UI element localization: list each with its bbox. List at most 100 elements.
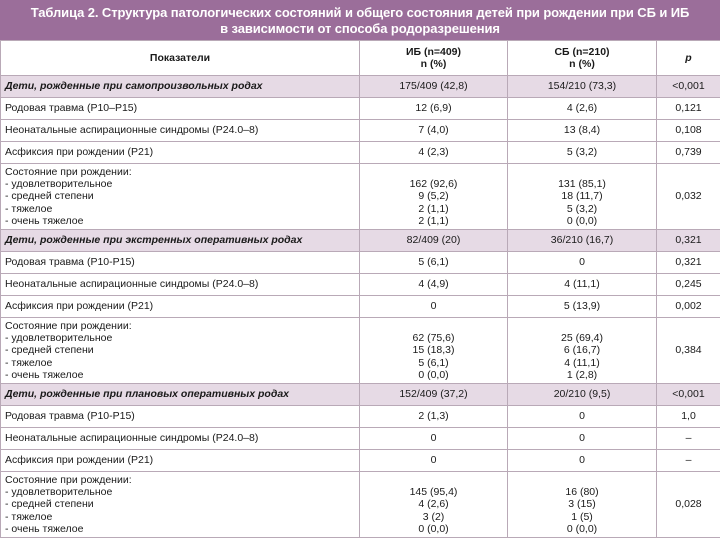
state-row: Состояние при рождении: - удовлетворитель… — [0, 471, 720, 538]
row-p-value: 0,108 — [656, 119, 720, 142]
state-value: 2 (1,1) — [418, 214, 449, 227]
table-caption: Таблица 2. Структура патологических сост… — [0, 0, 720, 40]
state-value: 1 (2,8) — [566, 368, 598, 381]
state-value: 2 (1,1) — [418, 202, 449, 215]
table-row: Родовая травма (Р10-Р15) 5 (6,1) 0 0,321 — [0, 251, 720, 275]
state-ib-values: 162 (92,6) 9 (5,2) 2 (1,1) 2 (1,1) — [359, 162, 508, 231]
row-sb-value: 0 — [507, 251, 657, 275]
state-label: Состояние при рождении: — [5, 320, 132, 333]
caption-line-2: в зависимости от способа родоразрешения — [220, 21, 500, 36]
table-row: Неонатальные аспирационные синдромы (Р24… — [0, 119, 720, 142]
section-title: Дети, рожденные при экстренных оперативн… — [0, 229, 360, 253]
table-row: Неонатальные аспирационные синдромы (Р24… — [0, 427, 720, 451]
section-sb-value: 154/210 (73,3) — [507, 75, 657, 98]
row-label: Асфиксия при рождении (Р21) — [0, 449, 360, 473]
state-label: Состояние при рождении: — [5, 166, 132, 178]
state-row: Состояние при рождении: - удовлетворитель… — [0, 162, 720, 231]
row-ib-value: 0 — [359, 295, 508, 319]
row-p-value: – — [656, 449, 720, 473]
blank-line — [512, 320, 652, 332]
section-p-value: <0,001 — [656, 75, 720, 98]
state-value: 9 (5,2) — [418, 190, 449, 203]
section-row: Дети, рожденные при плановых оперативных… — [0, 383, 720, 407]
table-body: Дети, рожденные при самопроизвольных род… — [0, 75, 720, 538]
section-row: Дети, рожденные при экстренных оперативн… — [0, 229, 720, 253]
row-label: Родовая травма (Р10-Р15) — [0, 405, 360, 429]
state-item: - очень тяжелое — [5, 368, 84, 381]
section-ib-value: 175/409 (42,8) — [359, 75, 508, 98]
state-value: 5 (3,2) — [566, 202, 598, 215]
row-p-value: 0,321 — [656, 251, 720, 275]
row-sb-value: 0 — [507, 427, 657, 451]
state-label-cell: Состояние при рождении: - удовлетворитель… — [0, 162, 360, 231]
section-title: Дети, рожденные при самопроизвольных род… — [0, 75, 360, 98]
state-value: 16 (80) — [565, 486, 599, 499]
section-sb-value: 36/210 (16,7) — [507, 229, 657, 253]
row-label: Родовая травма (Р10-Р15) — [0, 251, 360, 275]
state-p-value: 0,032 — [656, 162, 720, 231]
row-label: Неонатальные аспирационные синдромы (Р24… — [0, 119, 360, 142]
row-ib-value: 7 (4,0) — [359, 119, 508, 142]
state-value: 6 (16,7) — [563, 344, 601, 357]
state-row: Состояние при рождении: - удовлетворитель… — [0, 317, 720, 385]
blank-line — [364, 166, 503, 178]
row-p-value: 0,739 — [656, 141, 720, 164]
row-sb-value: 13 (8,4) — [507, 119, 657, 142]
state-p-value: 0,028 — [656, 471, 720, 538]
state-label-cell: Состояние при рождении: - удовлетворитель… — [0, 471, 360, 538]
row-ib-value: 4 (2,3) — [359, 141, 508, 164]
header-row: Показатели ИБ (n=409) n (%) СБ (n=210) n… — [0, 40, 720, 76]
state-ib-values: 145 (95,4) 4 (2,6) 3 (2) 0 (0,0) — [359, 471, 508, 538]
row-ib-value: 12 (6,9) — [359, 97, 508, 120]
state-value: 5 (6,1) — [418, 356, 449, 369]
row-label: Родовая травма (Р10–Р15) — [0, 97, 360, 120]
state-value: 162 (92,6) — [409, 178, 458, 191]
state-item: - тяжелое — [5, 356, 53, 369]
row-ib-value: 0 — [359, 449, 508, 473]
section-ib-value: 82/409 (20) — [359, 229, 508, 253]
header-ib-unit: n (%) — [420, 58, 447, 70]
section-sb-value: 20/210 (9,5) — [507, 383, 657, 407]
state-item: - удовлетворительное — [5, 486, 113, 499]
state-item: - очень тяжелое — [5, 522, 84, 535]
state-value: 0 (0,0) — [566, 522, 598, 535]
state-value: 4 (2,6) — [418, 498, 449, 511]
state-label-cell: Состояние при рождении: - удовлетворитель… — [0, 317, 360, 385]
row-label: Неонатальные аспирационные синдромы (Р24… — [0, 273, 360, 297]
header-sb-unit: n (%) — [569, 58, 595, 70]
table-row: Асфиксия при рождении (Р21) 4 (2,3) 5 (3,2… — [0, 141, 720, 164]
header-p: p — [656, 40, 720, 76]
row-p-value: 0,002 — [656, 295, 720, 319]
row-ib-value: 2 (1,3) — [359, 405, 508, 429]
header-sb-group: СБ (n=210) — [554, 45, 610, 58]
table-row: Асфиксия при рождении (Р21) 0 0– — [0, 449, 720, 473]
state-item: - средней степени — [5, 190, 94, 203]
state-sb-values: 131 (85,1) 18 (11,7) 5 (3,2) 0 (0,0) — [507, 162, 657, 231]
data-table: Показатели ИБ (n=409) n (%) СБ (n=210) n… — [0, 40, 720, 538]
state-value: 3 (15) — [568, 498, 596, 511]
state-item: - тяжелое — [5, 510, 53, 523]
row-sb-value: 5 (13,9) — [507, 295, 657, 319]
section-p-value: <0,001 — [656, 383, 720, 407]
state-value: 4 (11,1) — [564, 356, 600, 369]
state-sb-values: 16 (80) 3 (15) 1 (5) 0 (0,0) — [507, 471, 657, 538]
table-row: Родовая травма (Р10-Р15) 2 (1,3) 0 1,0 — [0, 405, 720, 429]
blank-line — [364, 474, 503, 486]
caption-line-1: Таблица 2. Структура патологических сост… — [30, 5, 690, 20]
header-sb: СБ (n=210) n (%) — [507, 40, 657, 76]
section-title: Дети, рожденные при плановых оперативных… — [0, 383, 360, 407]
header-p-symbol: p — [685, 51, 692, 64]
state-value: 0 (0,0) — [418, 368, 449, 381]
state-item: - удовлетворительное — [5, 178, 113, 191]
row-ib-value: 5 (6,1) — [359, 251, 508, 275]
row-p-value: 1,0 — [656, 405, 720, 429]
row-p-value: – — [656, 427, 720, 451]
table-row: Родовая травма (Р10–Р15) 12 (6,9) 4 (2,6) 0… — [0, 97, 720, 120]
row-sb-value: 4 (11,1) — [507, 273, 657, 297]
state-value: 15 (18,3) — [412, 344, 455, 357]
state-item: - средней степени — [5, 344, 94, 357]
state-item: - удовлетворительное — [5, 332, 113, 345]
section-ib-value: 152/409 (37,2) — [359, 383, 508, 407]
section-p-value: 0,321 — [656, 229, 720, 253]
state-value: 145 (95,4) — [409, 486, 458, 499]
